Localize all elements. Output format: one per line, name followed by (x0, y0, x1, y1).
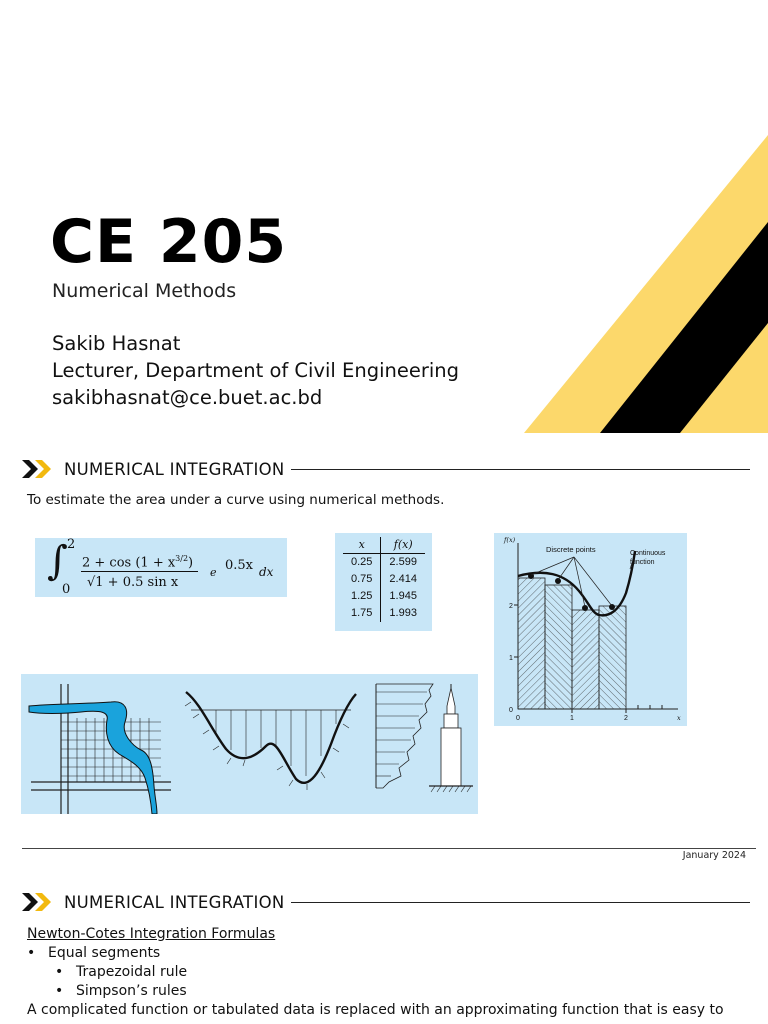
header-rule (290, 468, 750, 470)
table-cell: 1.945 (389, 590, 417, 602)
continuous-function-label: Continuous function (630, 550, 666, 566)
course-code: CE 205 (50, 207, 288, 277)
list-item-label: Equal segments (48, 945, 161, 961)
y-tick-label: 0 (509, 707, 513, 714)
chevron-arrow-icon (22, 460, 51, 478)
applications-drawing (28, 683, 473, 815)
intro-text: To estimate the area under a curve using… (27, 492, 445, 508)
table-cell: 1.993 (389, 607, 417, 619)
list-item: • Trapezoidal rule (55, 964, 187, 980)
discrete-points-label: Discrete points (546, 545, 596, 554)
y-axis-label: f(x) (503, 536, 516, 544)
table-row: 1.25 1.945 (343, 588, 425, 605)
table-cell: 1.75 (343, 605, 382, 622)
table-header-fx: f(x) (380, 537, 425, 554)
data-table: x f(x) 0.25 2.599 0.75 2.414 1.25 1.945 1.7… (343, 537, 425, 622)
area-strip (517, 577, 546, 710)
presenter-email[interactable]: sakibhasnat@ce.buet.ac.bd (52, 386, 323, 409)
exp-base: e (210, 566, 217, 579)
slide-date: January 2024 (682, 850, 746, 861)
table-cell: 2.599 (389, 556, 417, 568)
discrete-point (582, 605, 588, 611)
y-tick-label: 1 (509, 655, 513, 662)
fraction-bar (81, 571, 198, 572)
presenter-name: Sakib Hasnat (52, 332, 181, 355)
section-header-2: NUMERICAL INTEGRATION (22, 890, 750, 914)
list-item: • Equal segments (27, 945, 160, 961)
list-item: • Simpson’s rules (55, 983, 187, 999)
discrete-point (555, 578, 561, 584)
integral-sign: ∫ (47, 538, 68, 584)
table-row: 0.75 2.414 (343, 571, 425, 588)
upper-limit: 2 (67, 537, 76, 552)
header-rule (290, 901, 750, 903)
x-axis-label: x (677, 714, 681, 722)
table-row: 0.25 2.599 (343, 553, 425, 571)
grid-lake-illustration (28, 684, 171, 815)
chevron-arrow-icon (22, 893, 51, 911)
section-header-1: NUMERICAL INTEGRATION (22, 457, 750, 481)
integration-graph-panel: f(x) Discrete points Continuous function … (494, 533, 687, 726)
table-cell: 0.25 (343, 553, 382, 571)
applications-illustration (21, 674, 478, 815)
x-tick-label: 0 (516, 715, 520, 722)
table-header-x: x (343, 537, 382, 554)
wind-load-profile (375, 683, 434, 789)
discrete-point (609, 604, 615, 610)
table-row: 1.75 1.993 (343, 605, 425, 622)
bullet-marker: • (55, 983, 64, 999)
slide-divider (22, 848, 756, 849)
presenter-role: Lecturer, Department of Civil Engineerin… (52, 359, 460, 382)
bullet-marker: • (27, 945, 36, 961)
formula-denominator: √1 + 0.5 sin x (87, 575, 179, 590)
integral-formula: ∫ 2 0 2 + cos (1 + x3/2) √1 + 0.5 sin x … (35, 537, 287, 597)
list-item-label: Simpson’s rules (76, 983, 187, 999)
tall-building (429, 684, 473, 793)
table-cell: 0.75 (343, 571, 382, 588)
formula-numerator: 2 + cos (1 + x3/2) (82, 554, 194, 571)
integration-graph: f(x) Discrete points Continuous function … (503, 536, 681, 722)
exp-power: 0.5x (225, 558, 254, 573)
area-strip (598, 605, 627, 710)
continuous-curve (517, 550, 637, 617)
newton-cotes-subtitle: Newton-Cotes Integration Formulas (27, 926, 276, 942)
table-cell: 1.25 (343, 588, 382, 605)
decorative-stripes (524, 135, 768, 433)
x-tick-label: 1 (570, 715, 574, 722)
channel-cross-section (184, 691, 357, 790)
table-cell: 2.414 (389, 573, 417, 585)
bullet-marker: • (55, 964, 64, 980)
lower-limit: 0 (62, 582, 71, 597)
course-name: Numerical Methods (52, 280, 237, 302)
dx-term: dx (259, 565, 274, 579)
y-tick-label: 2 (509, 603, 513, 610)
list-item-label: Trapezoidal rule (76, 964, 188, 980)
body-paragraph: A complicated function or tabulated data… (27, 1002, 724, 1018)
table-header-row: x f(x) (343, 537, 425, 554)
area-strip (571, 609, 600, 710)
area-strip (544, 584, 573, 710)
section-title: NUMERICAL INTEGRATION (64, 892, 285, 912)
black-stripe (600, 222, 768, 433)
x-tick-label: 2 (624, 715, 628, 722)
data-table-panel: x f(x) 0.25 2.599 0.75 2.414 1.25 1.945 1.7… (335, 533, 432, 631)
section-title: NUMERICAL INTEGRATION (64, 459, 285, 479)
